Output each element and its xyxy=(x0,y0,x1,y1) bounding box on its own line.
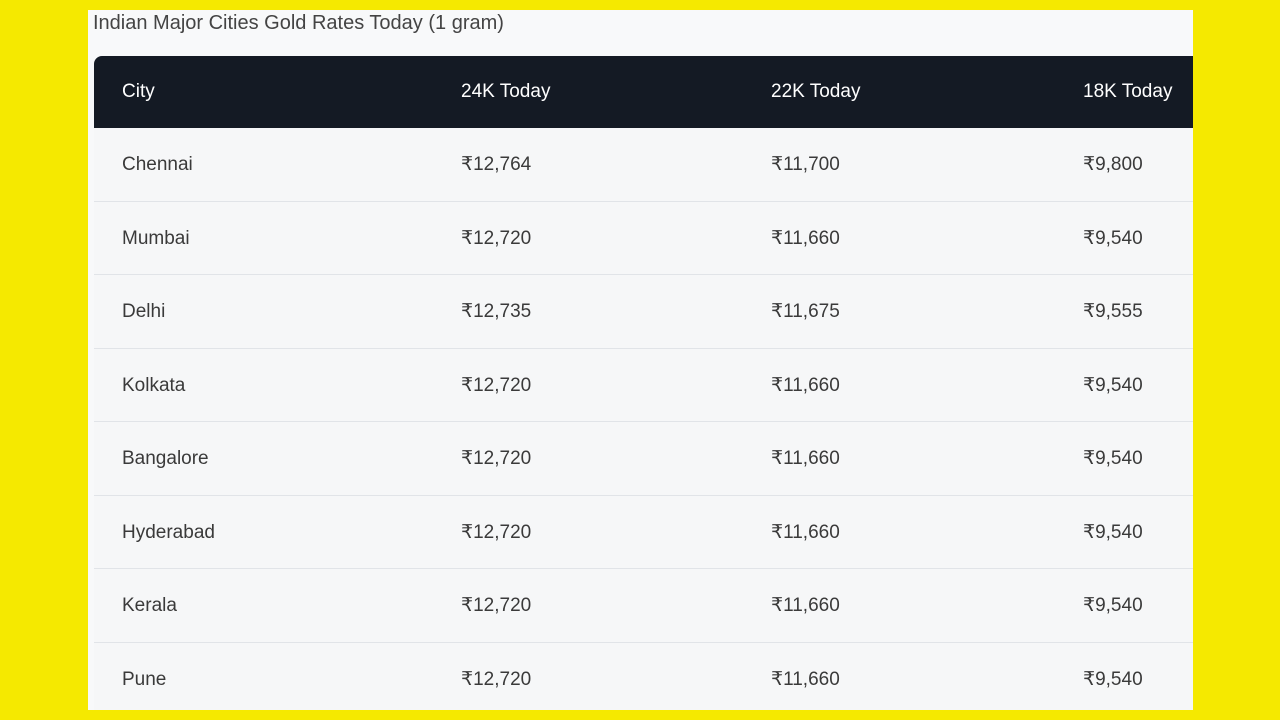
rate-24k-cell: ₹12,720 xyxy=(461,227,532,249)
city-cell: Kolkata xyxy=(122,374,186,396)
table-row: Bangalore ₹12,720 ₹11,660 ₹9,540 xyxy=(94,422,1193,496)
rate-18k-cell: ₹9,540 xyxy=(1083,448,1143,469)
rate-24k-cell: ₹12,720 xyxy=(461,521,532,543)
city-cell: Bangalore xyxy=(122,448,209,469)
rate-18k-cell: ₹9,800 xyxy=(1083,154,1143,175)
rate-24k-cell: ₹12,720 xyxy=(461,595,532,616)
rate-18k-cell: ₹9,540 xyxy=(1083,227,1143,249)
table-row: Pune ₹12,720 ₹11,660 ₹9,540 xyxy=(94,642,1193,710)
rate-22k-cell: ₹11,660 xyxy=(771,521,840,543)
header-22k: 22K Today xyxy=(771,81,861,102)
header-24k: 24K Today xyxy=(461,81,551,102)
city-cell: Hyderabad xyxy=(122,521,215,543)
city-cell: Pune xyxy=(122,668,167,690)
rate-24k-cell: ₹12,720 xyxy=(461,668,532,690)
city-cell: Delhi xyxy=(122,301,166,322)
rate-22k-cell: ₹11,660 xyxy=(771,227,840,249)
rate-22k-cell: ₹11,700 xyxy=(771,154,840,175)
table-row: Hyderabad ₹12,720 ₹11,660 ₹9,540 xyxy=(94,495,1193,569)
table-body: Chennai ₹12,764 ₹11,700 ₹9,800 Mumbai ₹12,720… xyxy=(94,128,1193,710)
rate-18k-cell: ₹9,555 xyxy=(1083,301,1143,322)
city-cell: Kerala xyxy=(122,595,177,616)
header-18k: 18K Today xyxy=(1083,81,1173,102)
table-row: Delhi ₹12,735 ₹11,675 ₹9,555 xyxy=(94,275,1193,349)
rate-24k-cell: ₹12,735 xyxy=(461,301,532,322)
table-row: Kerala ₹12,720 ₹11,660 ₹9,540 xyxy=(94,569,1193,643)
city-cell: Chennai xyxy=(122,154,193,175)
table-row: Kolkata ₹12,720 ₹11,660 ₹9,540 xyxy=(94,348,1193,422)
rate-24k-cell: ₹12,720 xyxy=(461,374,532,396)
table-row: Mumbai ₹12,720 ₹11,660 ₹9,540 xyxy=(94,201,1193,275)
rate-18k-cell: ₹9,540 xyxy=(1083,595,1143,616)
content-panel: Indian Major Cities Gold Rates Today (1 … xyxy=(88,10,1193,710)
rate-18k-cell: ₹9,540 xyxy=(1083,521,1143,543)
rate-22k-cell: ₹11,660 xyxy=(771,448,840,469)
city-cell: Mumbai xyxy=(122,227,190,249)
header-city: City xyxy=(122,81,155,102)
gold-rates-table: City 24K Today 22K Today 18K Today Chenn… xyxy=(94,56,1193,710)
rate-18k-cell: ₹9,540 xyxy=(1083,374,1143,396)
rate-22k-cell: ₹11,660 xyxy=(771,374,840,396)
rate-24k-cell: ₹12,720 xyxy=(461,448,532,469)
rate-22k-cell: ₹11,660 xyxy=(771,668,840,690)
rate-22k-cell: ₹11,660 xyxy=(771,595,840,616)
table-header: City 24K Today 22K Today 18K Today xyxy=(94,56,1193,128)
rate-24k-cell: ₹12,764 xyxy=(461,154,532,175)
page-title: Indian Major Cities Gold Rates Today (1 … xyxy=(93,12,504,34)
rate-22k-cell: ₹11,675 xyxy=(771,301,840,322)
rate-18k-cell: ₹9,540 xyxy=(1083,668,1143,690)
table-row: Chennai ₹12,764 ₹11,700 ₹9,800 xyxy=(94,128,1193,202)
